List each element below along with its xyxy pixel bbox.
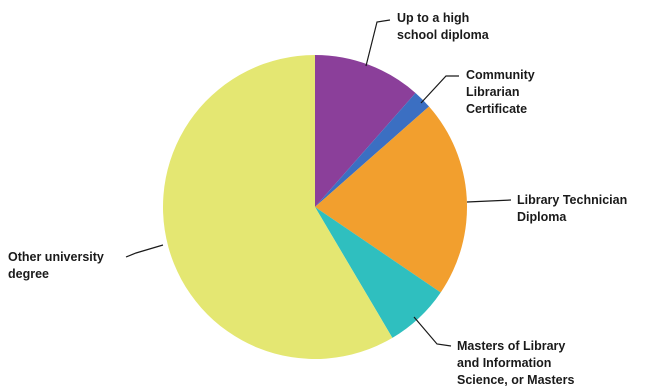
slice-label-line: Diploma <box>517 210 567 224</box>
slice-label-2: Community Librarian Certificate <box>466 68 535 116</box>
leader-line-2 <box>420 75 459 104</box>
slice-label-line: Library Technician <box>517 193 627 207</box>
slice-label-line: Community <box>466 68 535 82</box>
pie-slice-1 <box>315 54 416 207</box>
slice-label-line: Certificate <box>466 102 527 116</box>
slice-label-3: Library Technician Diploma <box>517 193 627 224</box>
leader-line-5 <box>125 244 164 258</box>
slice-label-4: Masters of Library and Information Science… <box>457 339 574 387</box>
pie-slice-2 <box>315 92 430 207</box>
slice-label-5: Other university degree <box>8 250 104 281</box>
slice-labels: Up to a high school diploma Community Libra… <box>8 11 627 387</box>
leader-line-1 <box>365 19 391 67</box>
leader-line-4 <box>413 316 452 347</box>
pie-slices <box>162 54 468 359</box>
pie-slice-4 <box>315 207 441 338</box>
slice-label-line: Science, or Masters <box>457 373 574 387</box>
slice-label-line: Up to a high <box>397 11 469 25</box>
pie-slice-3 <box>315 106 468 293</box>
leader-line-3 <box>466 199 512 203</box>
slice-label-line: Masters of Library <box>457 339 565 353</box>
slice-label-line: Other university <box>8 250 104 264</box>
slice-label-line: school diploma <box>397 28 490 42</box>
slice-label-line: degree <box>8 267 49 281</box>
slice-label-line: Librarian <box>466 85 520 99</box>
pie-slice-5 <box>162 55 393 359</box>
label-leader-lines <box>125 19 512 347</box>
slice-label-1: Up to a high school diploma <box>397 11 490 42</box>
slice-label-line: and Information <box>457 356 551 370</box>
